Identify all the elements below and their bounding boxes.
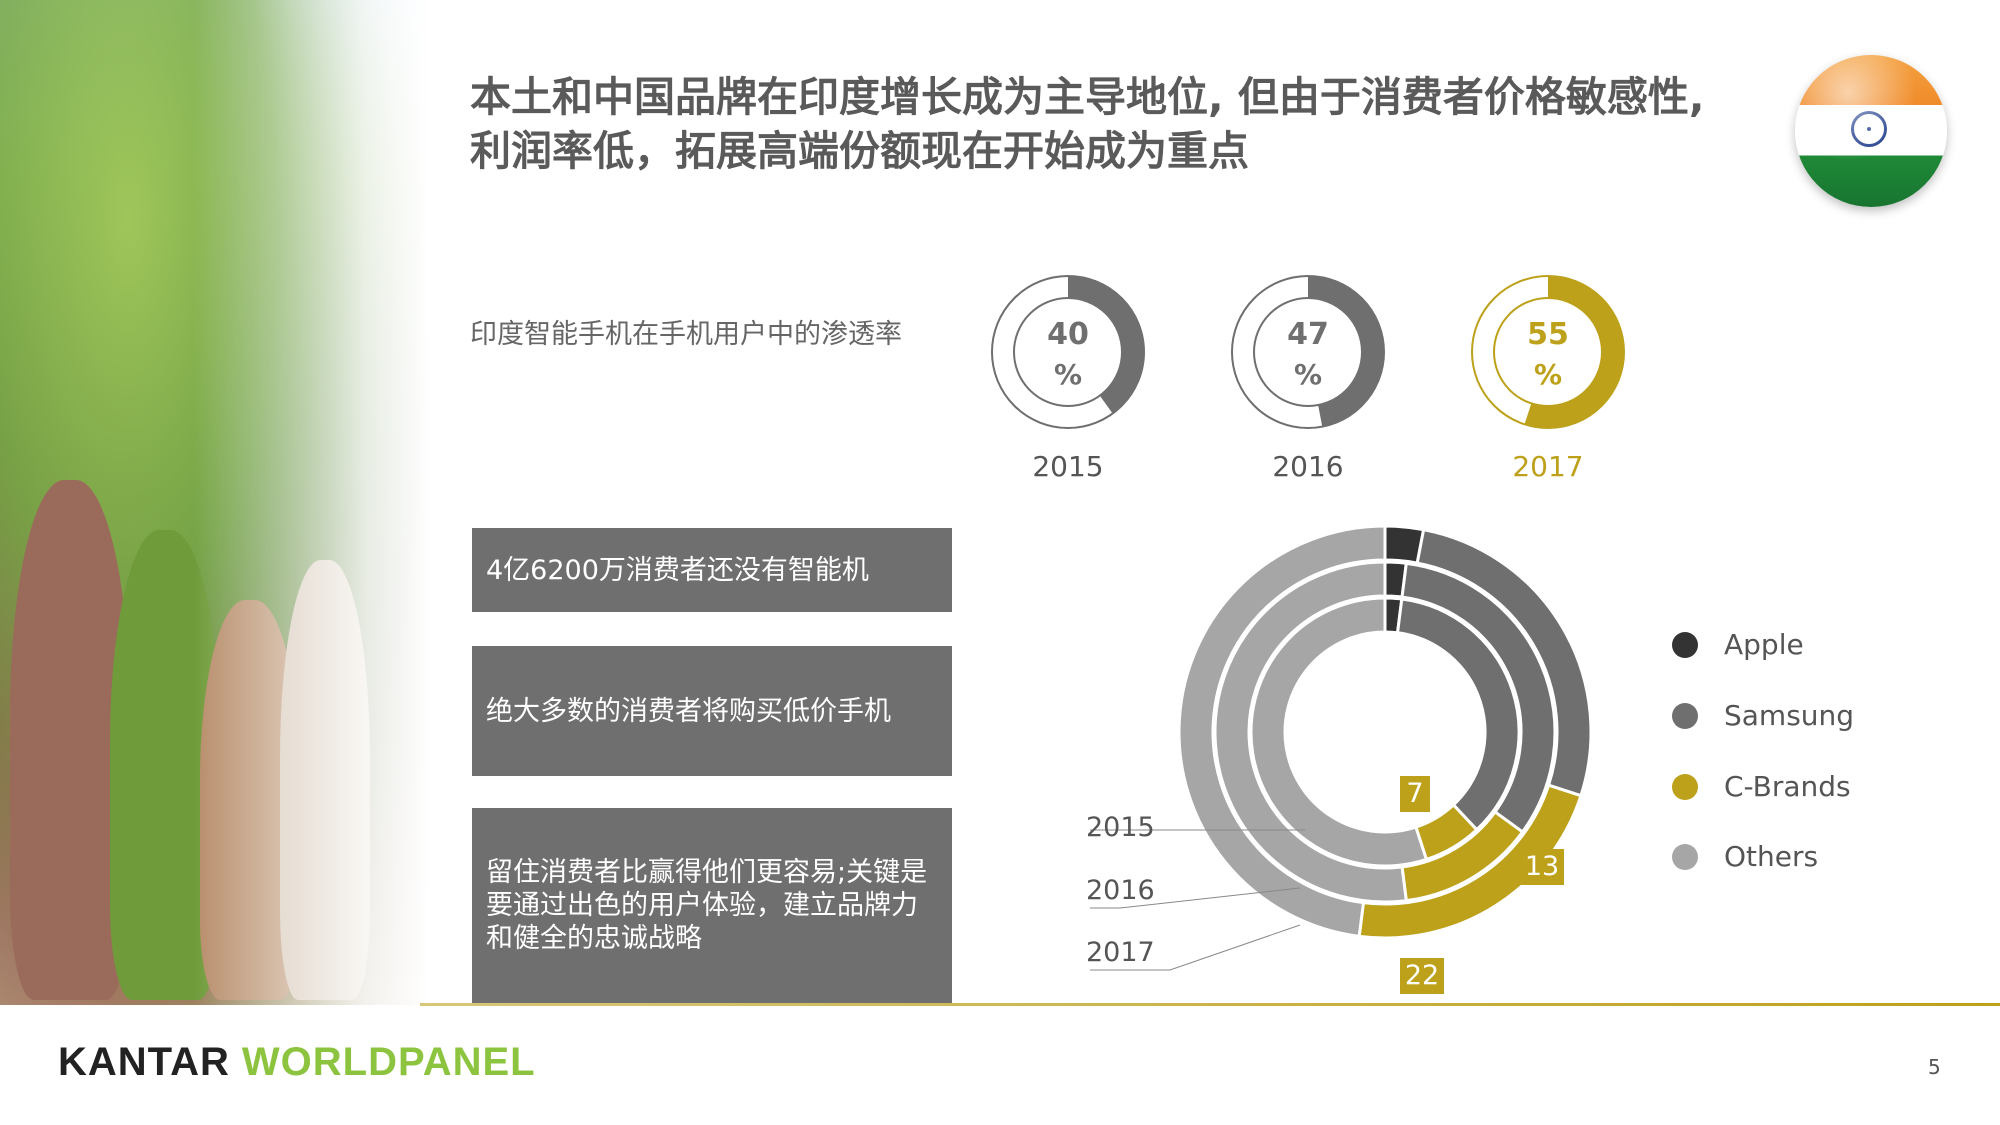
page-number: 5 xyxy=(1928,1055,1941,1079)
data-label-2015: 7 xyxy=(1400,776,1430,812)
donut-slice-2016-others xyxy=(1213,560,1408,904)
legend-dot-apple xyxy=(1672,631,1698,658)
ring-label-2015: 2015 xyxy=(1086,812,1155,843)
insight-box-1: 4亿6200万消费者还没有智能机 xyxy=(472,528,952,612)
penetration-ring-2016: 47% xyxy=(1231,275,1385,429)
insight-box-3: 留住消费者比赢得他们更容易;关键是要通过出色的用户体验，建立品牌力和健全的忠诚战… xyxy=(472,808,952,1003)
donut-slice-2017-others xyxy=(1177,524,1387,939)
penetration-ring-2015: 40% xyxy=(991,275,1145,429)
legend-dot-samsung xyxy=(1672,702,1698,729)
penetration-ring-2017: 55% xyxy=(1471,275,1625,429)
legend-item-c-brands: C-Brands xyxy=(1672,770,1851,803)
penetration-value-2016: 47 xyxy=(1287,317,1329,352)
penetration-arc-2016 xyxy=(1307,276,1384,427)
legend-label-apple: Apple xyxy=(1724,628,1804,661)
brand-share-donut-chart xyxy=(1090,524,1593,971)
insight-text-3: 留住消费者比赢得他们更容易;关键是要通过出色的用户体验，建立品牌力和健全的忠诚战… xyxy=(486,857,928,954)
ring-leader-line-2017 xyxy=(1090,924,1301,971)
legend-item-others: Others xyxy=(1672,840,1818,873)
penetration-arc-2017 xyxy=(1524,276,1624,428)
penetration-label: 印度智能手机在手机用户中的渗透率 xyxy=(470,319,902,350)
ring-leader-line-2016 xyxy=(1090,887,1301,909)
logo-kantar: KANTAR xyxy=(58,1040,230,1084)
page-title: 本土和中国品牌在印度增长成为主导地位, 但由于消费者价格敏感性, 利润率低，拓展… xyxy=(470,70,1770,178)
legend-item-apple: Apple xyxy=(1672,628,1804,661)
legend-dot-others xyxy=(1672,843,1698,870)
penetration-unit-2017: % xyxy=(1534,358,1562,391)
data-label-2017: 22 xyxy=(1400,958,1444,994)
insight-text-1: 4亿6200万消费者还没有智能机 xyxy=(486,554,869,586)
footer-divider xyxy=(420,1003,2000,1006)
legend-item-samsung: Samsung xyxy=(1672,699,1854,732)
photo-fade-overlay xyxy=(0,0,430,1005)
penetration-unit-2015: % xyxy=(1054,358,1082,391)
penetration-value-2015: 40 xyxy=(1047,317,1089,352)
title-line-2: 利润率低，拓展高端份额现在开始成为重点 xyxy=(470,127,1249,175)
penetration-arc-2015 xyxy=(1067,276,1144,414)
data-label-2016: 13 xyxy=(1520,849,1564,885)
penetration-year-2015: 2015 xyxy=(1032,450,1104,483)
background-photo xyxy=(0,0,430,1005)
kantar-worldpanel-logo: KANTAR WORLDPANEL xyxy=(58,1040,536,1085)
logo-worldpanel: WORLDPANEL xyxy=(241,1040,536,1084)
penetration-value-2017: 55 xyxy=(1527,317,1569,352)
ring-label-2016: 2016 xyxy=(1086,875,1155,906)
penetration-year-2017: 2017 xyxy=(1512,450,1584,483)
legend-label-c-brands: C-Brands xyxy=(1724,770,1851,803)
legend-label-samsung: Samsung xyxy=(1724,699,1855,732)
insight-text-2: 绝大多数的消费者将购买低价手机 xyxy=(486,695,891,727)
ring-label-2017: 2017 xyxy=(1086,937,1155,968)
legend-dot-c-brands xyxy=(1672,773,1698,800)
penetration-year-2016: 2016 xyxy=(1272,450,1344,483)
india-flag-icon xyxy=(1795,55,1947,207)
insight-box-2: 绝大多数的消费者将购买低价手机 xyxy=(472,646,952,776)
legend-label-others: Others xyxy=(1724,840,1819,873)
title-line-1: 本土和中国品牌在印度增长成为主导地位, 但由于消费者价格敏感性, xyxy=(470,73,1705,121)
penetration-unit-2016: % xyxy=(1294,358,1322,391)
